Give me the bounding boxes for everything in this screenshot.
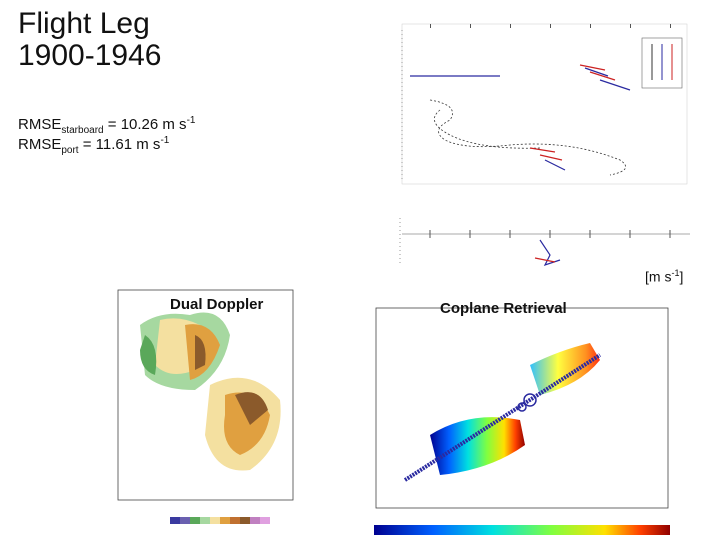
dual-doppler-label: Dual Doppler (170, 296, 264, 313)
coplane-retrieval-map (374, 307, 670, 535)
rmse-port: RMSEport = 11.61 m s-1 (18, 135, 170, 156)
slide-title: Flight Leg 1900-1946 (18, 8, 161, 72)
title-line-1: Flight Leg (18, 7, 150, 40)
rmse-starboard: RMSEstarboard = 10.26 m s-1 (18, 115, 196, 136)
coplane-retrieval-label: Coplane Retrieval (440, 300, 567, 317)
dual-doppler-map (117, 289, 294, 524)
title-line-2: 1900-1946 (18, 39, 162, 72)
wind-speed-small-plot (399, 218, 690, 267)
wind-speed-profile-plot (401, 23, 688, 185)
units-label: [m s-1] (645, 268, 684, 285)
